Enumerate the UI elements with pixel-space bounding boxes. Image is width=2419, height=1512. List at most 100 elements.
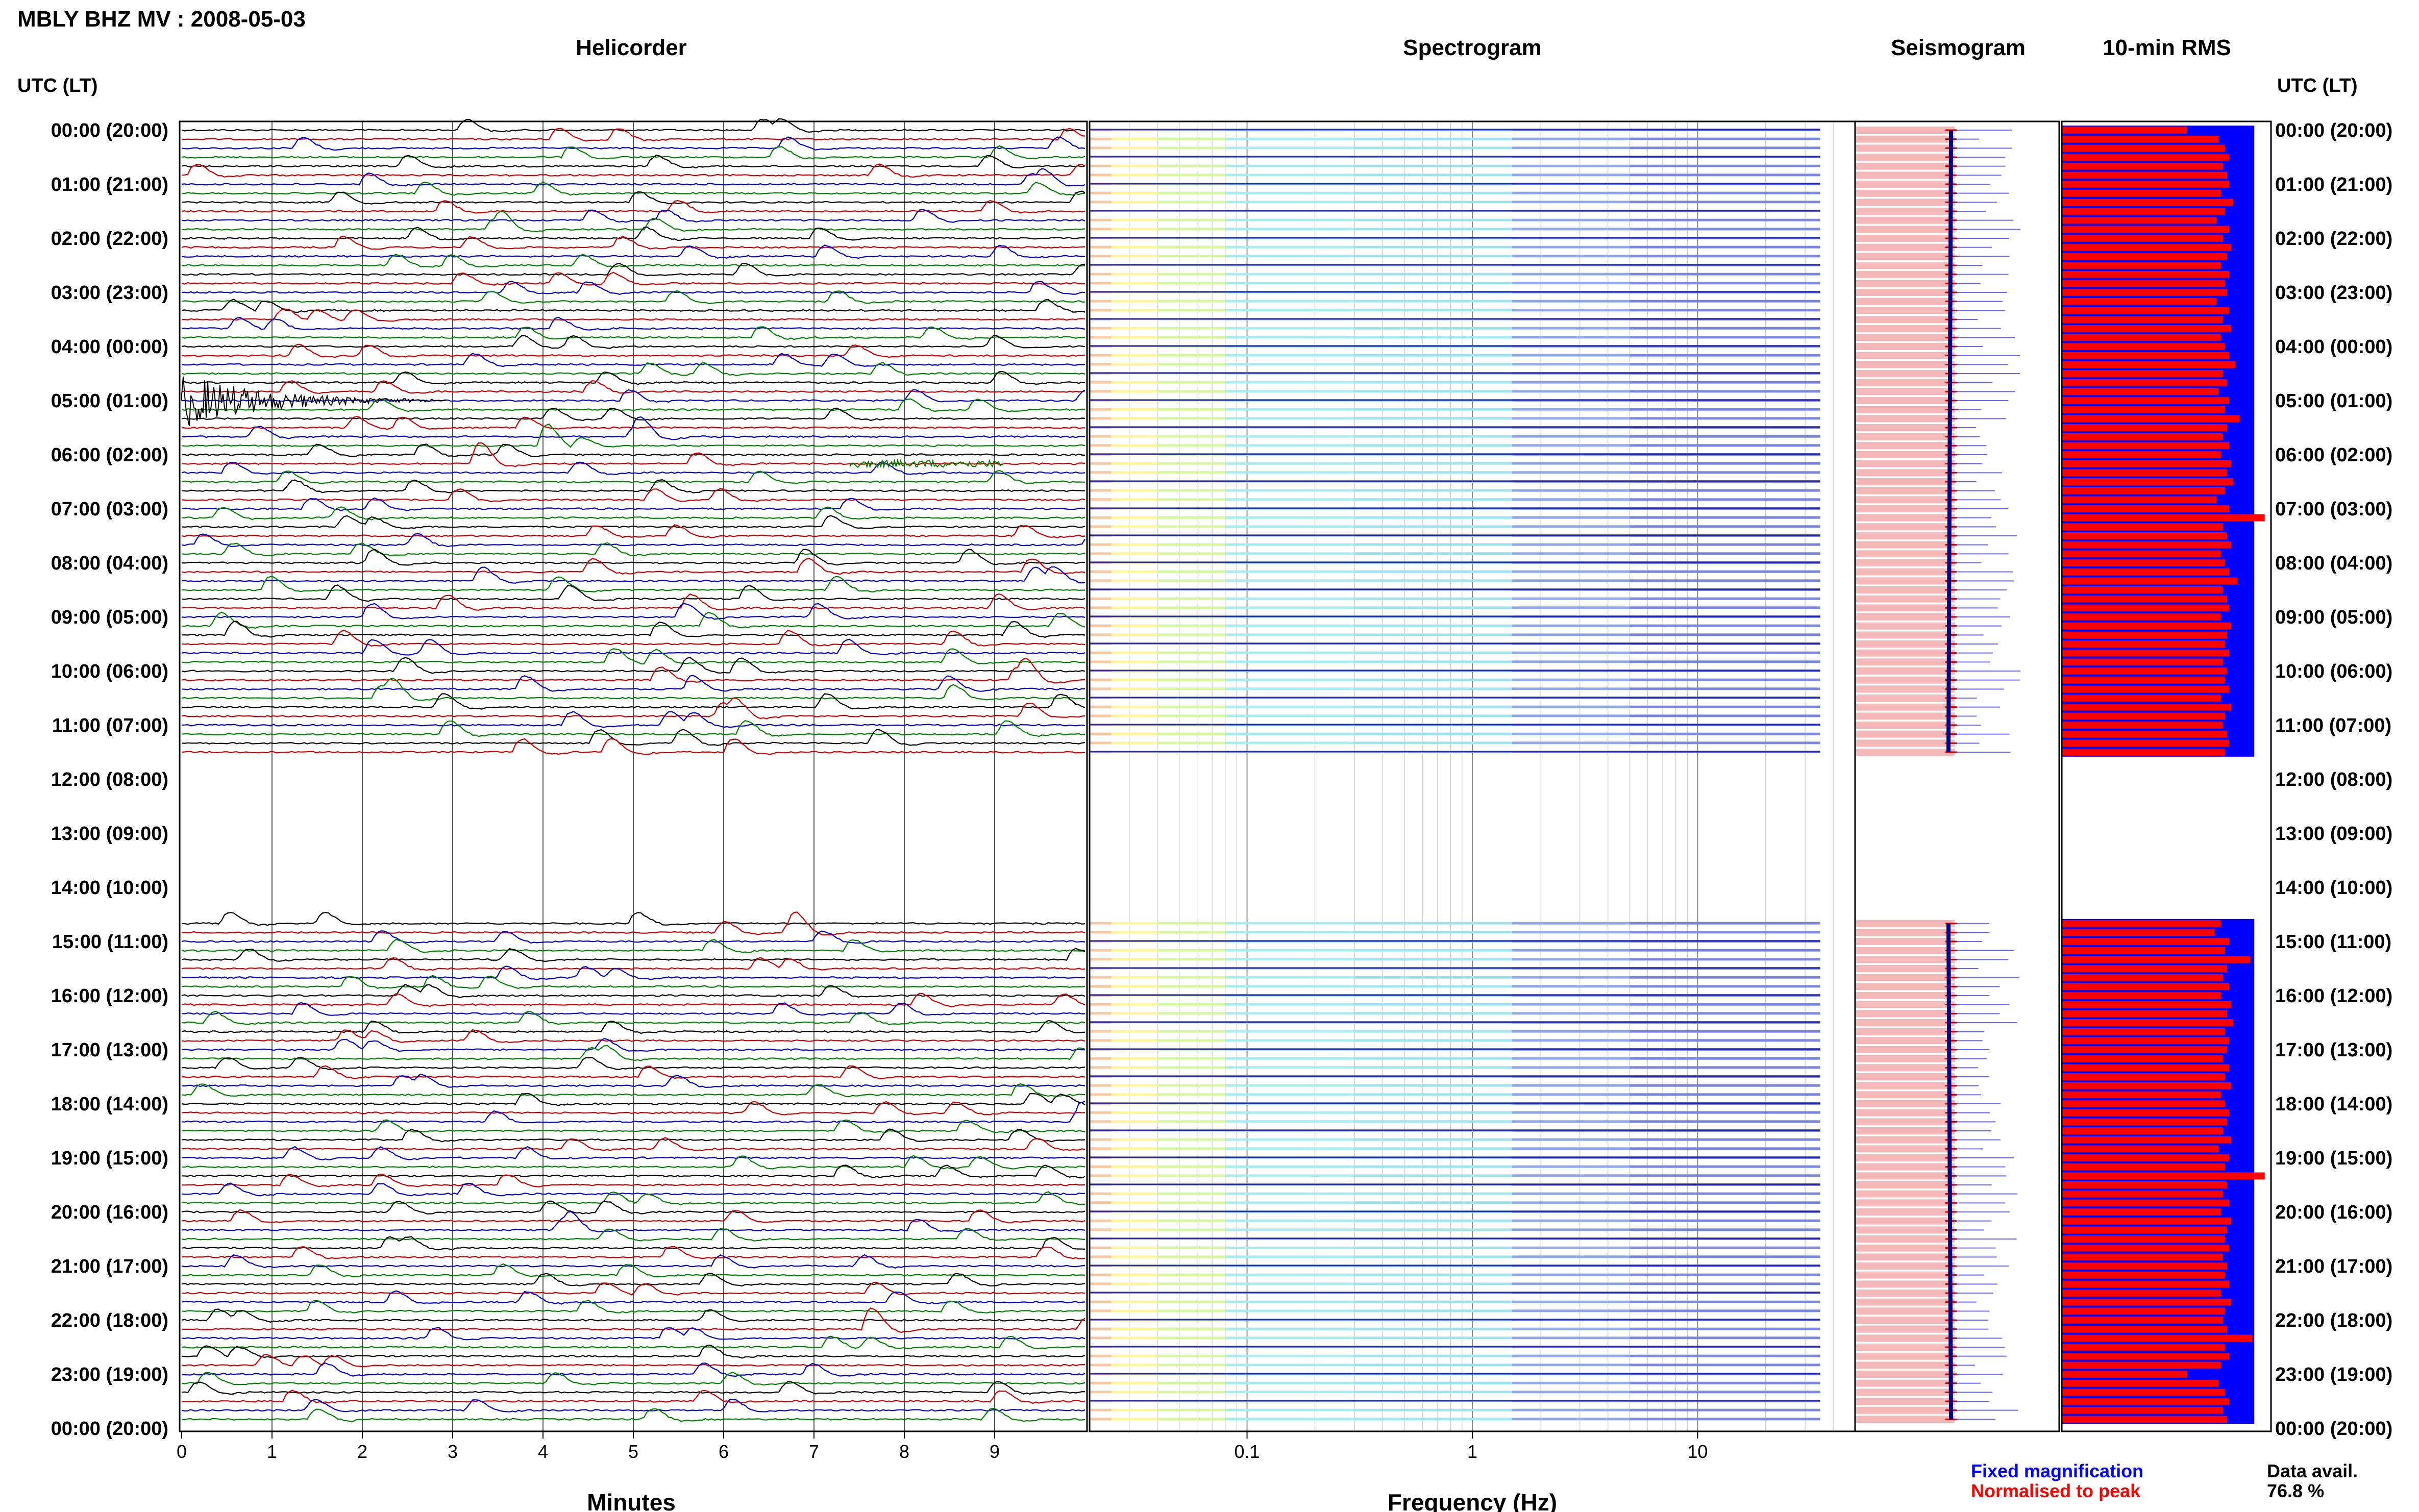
spectrogram-band: [1225, 201, 1355, 204]
spectrogram-band: [1157, 408, 1225, 411]
spectrogram-band: [1354, 922, 1512, 925]
rms-bar: [2062, 1244, 2229, 1252]
rms-bar: [2062, 1100, 2225, 1107]
hour-label: 16:00 (12:00): [51, 985, 168, 1007]
seismogram-fill: [1856, 1398, 1955, 1405]
rms-bar: [2062, 1019, 2234, 1026]
rms-bar: [2062, 162, 2223, 170]
hour-label: 03:00 (23:00): [2275, 282, 2392, 304]
spectrogram-band: [1630, 543, 1820, 546]
spectrogram-band: [1111, 381, 1157, 384]
spectrogram-band: [1354, 1012, 1512, 1015]
spectrogram-band: [1157, 651, 1225, 654]
rms-bar: [2062, 929, 2215, 936]
helicorder-trace: [181, 542, 1085, 557]
rms-bar: [2062, 1064, 2229, 1072]
spectrogram-band: [1225, 741, 1355, 745]
spectrogram-band: [1111, 444, 1157, 447]
seismogram-fill: [1856, 1317, 1955, 1324]
hour-label: 00:00 (20:00): [51, 120, 168, 141]
frequency-ticks: 0.1 1 10: [1235, 1431, 1708, 1462]
spectrogram-band: [1225, 300, 1355, 303]
hour-label: 11:00 (07:00): [2275, 715, 2391, 736]
seismogram-fill: [1856, 920, 1955, 927]
helicorder-trace: [181, 1362, 1085, 1377]
helicorder-trace: [181, 1308, 1085, 1323]
spectrogram-band: [1157, 1282, 1225, 1285]
spectrogram-band: [1157, 146, 1225, 150]
spectrogram-band: [1225, 624, 1355, 627]
spectrogram-band: [1157, 191, 1225, 194]
hour-label: 09:00 (05:00): [2275, 607, 2392, 628]
spectrogram-band: [1512, 1003, 1630, 1006]
rms-bar: [2062, 730, 2227, 738]
spectrogram-band: [1157, 201, 1225, 204]
spectrogram-band: [1630, 1120, 1820, 1123]
spectrogram-band: [1090, 191, 1112, 194]
spectrogram-band: [1630, 1057, 1820, 1060]
spectrogram-band: [1157, 354, 1225, 357]
spectrogram-band: [1225, 1273, 1355, 1276]
spectrogram-band: [1512, 327, 1630, 330]
spectrogram-band: [1354, 1408, 1512, 1411]
spectrogram-band: [1090, 1300, 1112, 1303]
rms-bar: [2062, 1298, 2232, 1306]
spectrogram-band: [1157, 1039, 1225, 1042]
spectrogram-band: [1630, 327, 1820, 330]
hour-label: 18:00 (14:00): [2275, 1094, 2392, 1115]
rms-bar: [2062, 550, 2221, 558]
rms-bar: [2062, 1253, 2223, 1261]
rms-bar: [2062, 920, 2221, 927]
spectrogram-band: [1354, 1300, 1512, 1303]
spectrogram-band: [1354, 327, 1512, 330]
spectrogram-band: [1090, 660, 1112, 663]
rms-bar: [2062, 127, 2187, 134]
spectrogram-band: [1090, 381, 1112, 384]
spectrogram-band: [1225, 444, 1355, 447]
rms-bar: [2062, 235, 2223, 242]
spectrogram-band: [1111, 1147, 1157, 1150]
rms-bar: [2062, 334, 2221, 341]
spectrogram-band: [1354, 309, 1512, 312]
spectrogram-band: [1225, 1201, 1355, 1204]
hour-label: 19:00 (15:00): [2275, 1148, 2392, 1169]
spectrogram-band: [1354, 1030, 1512, 1033]
seismogram-fill: [1856, 325, 1955, 332]
spectrogram-band: [1354, 363, 1512, 366]
seismogram-fill: [1856, 226, 1955, 233]
spectrogram-band: [1630, 525, 1820, 528]
spectrogram-band: [1512, 1408, 1630, 1411]
rms-bar: [2062, 1037, 2229, 1045]
rms-panel-title: 10-min RMS: [2103, 35, 2231, 60]
seismogram-fill: [1856, 1352, 1955, 1360]
rms-bar: [2062, 343, 2225, 350]
spectrogram-band: [1090, 1192, 1112, 1195]
helicorder-trace: [181, 1200, 1085, 1214]
rms-bar: [2062, 226, 2229, 233]
spectrogram-band: [1512, 309, 1630, 312]
seismogram-fill: [1856, 541, 1955, 549]
rms-bar: [2062, 469, 2227, 477]
rms-bar: [2062, 1325, 2227, 1333]
seismogram-fill: [1856, 343, 1955, 350]
helicorder-trace: [181, 648, 1085, 665]
spectrogram-band: [1111, 363, 1157, 366]
helicorder-trace: [181, 1119, 1085, 1133]
rms-bar: [2062, 307, 2229, 314]
spectrogram-band: [1225, 1381, 1355, 1384]
spectrogram-band: [1111, 1120, 1157, 1123]
spectrogram-band: [1111, 651, 1157, 654]
spectrogram-band: [1090, 949, 1112, 952]
seismogram-fill: [1856, 1082, 1955, 1089]
spectrogram-band: [1090, 579, 1112, 582]
spectrogram-band: [1630, 1111, 1820, 1114]
spectrogram-band: [1157, 489, 1225, 492]
spectrogram-band: [1354, 1309, 1512, 1312]
spectrogram-band: [1111, 1165, 1157, 1168]
spectrogram-band: [1111, 1408, 1157, 1411]
seismogram-fill: [1856, 1190, 1955, 1198]
seismogram-fill: [1856, 388, 1955, 395]
helicorder-trace: [181, 584, 1085, 602]
spectrogram-band: [1157, 1138, 1225, 1141]
spectrogram-band: [1090, 1003, 1112, 1006]
